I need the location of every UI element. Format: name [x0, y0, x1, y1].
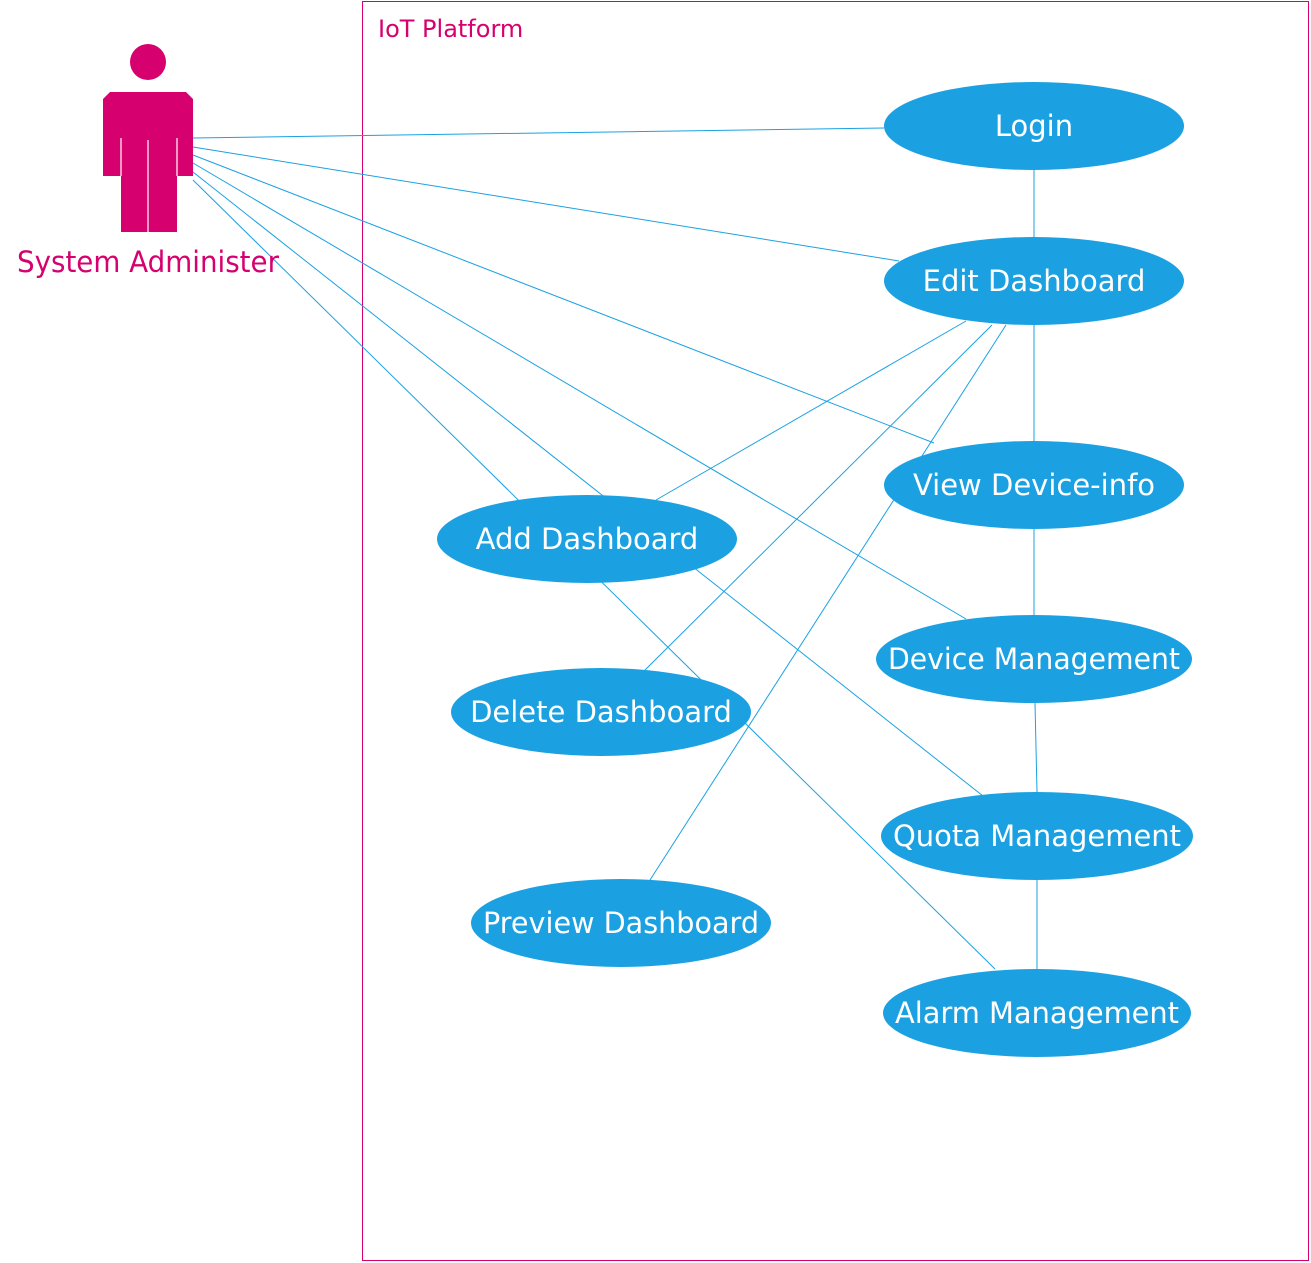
- use-case-ellipse[interactable]: [451, 668, 751, 756]
- use-case-device-management[interactable]: Device Management: [876, 615, 1192, 703]
- use-case-alarm-management[interactable]: Alarm Management: [883, 969, 1191, 1057]
- use-case-label: Quota Management: [893, 819, 1181, 853]
- use-case-label: Preview Dashboard: [483, 906, 759, 940]
- use-case-label: View Device-info: [913, 468, 1155, 502]
- use-case-label: Device Management: [888, 642, 1180, 676]
- association-edit-dashboard-to-add-dashboard: [655, 320, 967, 501]
- association-actor-to-login: [192, 127, 885, 139]
- use-case-label: Alarm Management: [895, 996, 1179, 1030]
- use-case-ellipse[interactable]: [471, 879, 771, 967]
- actor-label: System Administer: [17, 245, 279, 279]
- association-edit-dashboard-to-preview-dashboard: [649, 324, 1007, 881]
- system-boundary-box: [362, 1, 1309, 1261]
- use-case-ellipse[interactable]: [884, 82, 1184, 170]
- use-case-label: Add Dashboard: [476, 522, 699, 556]
- use-case-quota-management[interactable]: Quota Management: [881, 792, 1193, 880]
- association-actor-to-quota-management: [192, 171, 984, 797]
- use-case-ellipse[interactable]: [876, 615, 1192, 703]
- use-case-ellipse[interactable]: [884, 441, 1184, 529]
- association-edit-dashboard-to-delete-dashboard: [642, 324, 993, 673]
- use-case-ellipse[interactable]: [883, 969, 1191, 1057]
- association-actor-to-edit-dashboard: [192, 146, 900, 262]
- use-case-preview-dashboard[interactable]: Preview Dashboard: [471, 879, 771, 967]
- association-actor-to-device-management: [192, 162, 967, 620]
- system-boundary: IoT Platform: [362, 1, 1309, 1261]
- use-case-delete-dashboard[interactable]: Delete Dashboard: [451, 668, 751, 756]
- use-case-ellipse[interactable]: [437, 495, 737, 583]
- use-case-ellipse[interactable]: [884, 237, 1184, 325]
- use-cases: Login Edit Dashboard View Device-info Add D…: [437, 82, 1193, 1057]
- actor-system-administer: System Administer: [17, 44, 279, 279]
- association-device-management-to-quota-management: [1034, 702, 1038, 793]
- actor-head: [130, 44, 166, 80]
- person-icon: [103, 44, 193, 232]
- use-case-label: Login: [995, 109, 1073, 143]
- association-actor-to-view-device-info: [192, 154, 935, 444]
- system-title: IoT Platform: [378, 15, 523, 43]
- use-case-label: Delete Dashboard: [470, 695, 732, 729]
- use-case-add-dashboard[interactable]: Add Dashboard: [437, 495, 737, 583]
- use-case-ellipse[interactable]: [881, 792, 1193, 880]
- use-case-edit-dashboard[interactable]: Edit Dashboard: [884, 237, 1184, 325]
- use-case-view-device-info[interactable]: View Device-info: [884, 441, 1184, 529]
- use-case-login[interactable]: Login: [884, 82, 1184, 170]
- use-case-label: Edit Dashboard: [923, 264, 1146, 298]
